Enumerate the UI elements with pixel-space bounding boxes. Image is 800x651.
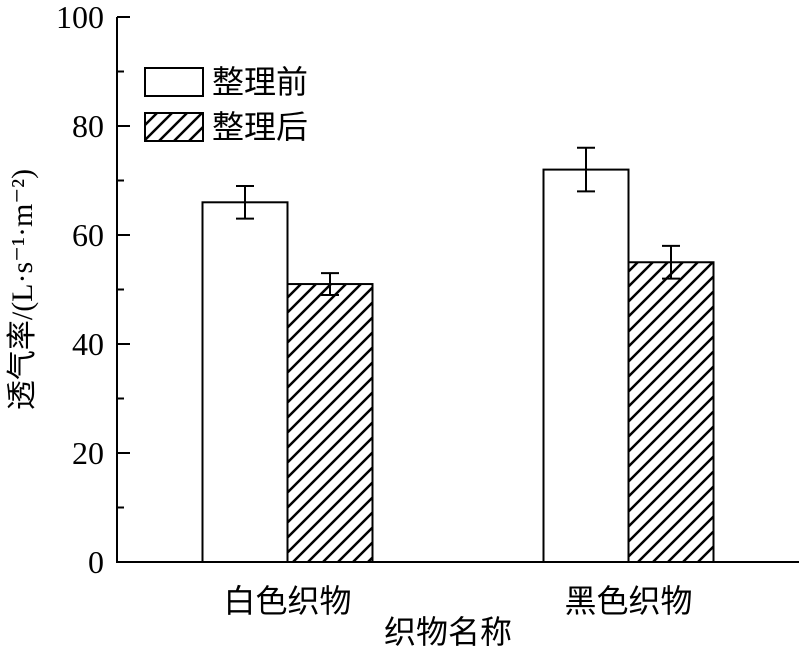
bar [201,201,289,564]
y-axis-title: 透气率/(L·s⁻¹·m⁻²) [6,169,39,410]
legend-label: 整理后 [212,109,308,145]
y-tick-label: 100 [56,0,104,35]
y-tick-label: 40 [72,326,104,362]
x-category-label: 白色织物 [223,583,351,619]
x-category-label: 黑色织物 [564,583,692,619]
bar [286,283,374,563]
y-tick-label: 0 [88,544,104,580]
legend-swatch-hatched [144,112,204,142]
bar [542,168,630,563]
y-tick-label: 20 [72,435,104,471]
x-axis-title: 织物名称 [384,614,512,650]
legend-label: 整理前 [212,64,308,100]
y-tick-label: 60 [72,217,104,253]
bar [627,261,715,563]
y-tick-label: 80 [72,108,104,144]
legend-swatch-plain [144,67,204,97]
